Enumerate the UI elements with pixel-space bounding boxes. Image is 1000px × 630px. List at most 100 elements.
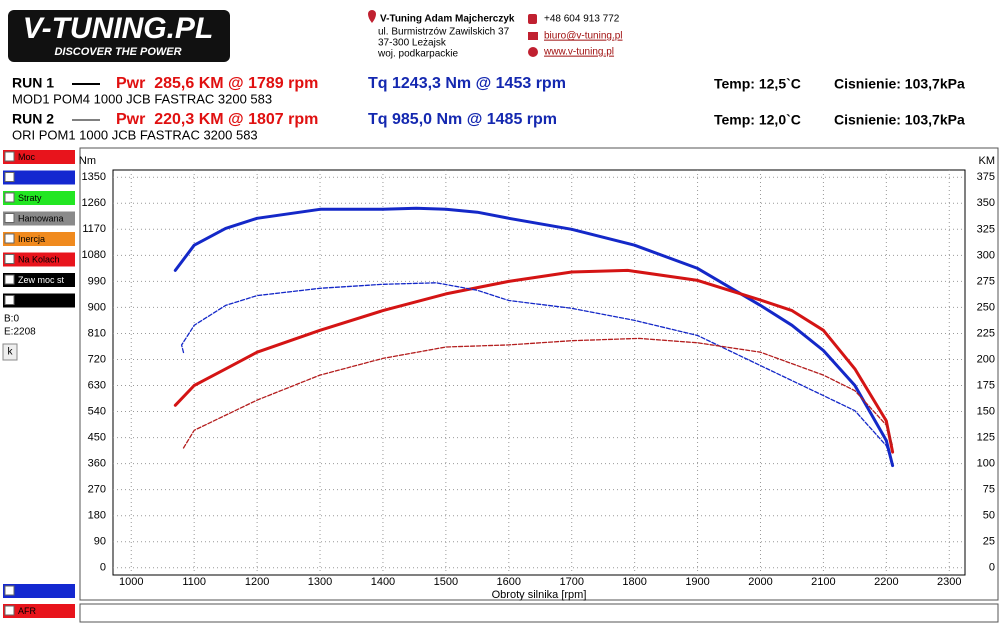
y2-tick-label: 150 — [977, 405, 995, 417]
address: 37-300 Leżajsk — [378, 38, 447, 49]
x-tick-label: 1300 — [308, 576, 332, 588]
x-tick-label: 2200 — [874, 576, 898, 588]
checkbox-label: Hamowana — [18, 213, 64, 223]
y2-tick-label: 300 — [977, 249, 995, 261]
checkbox-item[interactable] — [3, 232, 75, 246]
y-tick-label: 1170 — [82, 223, 106, 235]
plot: 1000 1100 1200 1300 1400 1500 1600 1700 1800 1900… — [79, 155, 995, 601]
x-tick-label: 2300 — [937, 576, 961, 588]
address: woj. podkarpackie — [377, 49, 458, 60]
x-tick-label: 1200 — [245, 576, 269, 588]
checkbox[interactable] — [4, 151, 15, 162]
x-tick-label: 1800 — [622, 576, 646, 588]
sidebar: Moc Straty Hamowana Inercja Na Kolach Zew moc… — [2, 150, 75, 618]
run-description: MOD1 POM4 1000 JCB FASTRAC 3200 583 — [12, 91, 272, 106]
y-tick-label: 450 — [88, 431, 106, 443]
y2-tick-label: 175 — [977, 379, 995, 391]
button[interactable] — [2, 343, 18, 361]
y-tick-label: 540 — [88, 405, 106, 417]
x-tick-label: 1700 — [559, 576, 583, 588]
chart-panel — [79, 147, 999, 601]
y2-tick-label: 250 — [977, 301, 995, 313]
checkbox-label: Straty — [18, 193, 42, 203]
y-tick-label: 720 — [88, 353, 106, 365]
run-name: RUN 2 — [12, 111, 54, 127]
run-torque: Tq 985,0 Nm @ 1485 rpm — [368, 111, 557, 128]
y2-tick-label: 125 — [977, 431, 995, 443]
x-tick-label: 1600 — [497, 576, 521, 588]
y-tick-label: 180 — [88, 510, 106, 522]
run-power: Pwr 220,3 KM @ 1807 rpm — [116, 111, 318, 128]
plot-area — [112, 169, 966, 576]
y-axis-label: Nm — [79, 155, 96, 167]
checkbox-item[interactable] — [3, 170, 75, 185]
checkbox[interactable] — [4, 213, 15, 223]
y2-tick-label: 75 — [983, 484, 995, 496]
run-power: Pwr 285,6 KM @ 1789 rpm — [116, 75, 318, 92]
x-tick-label: 1500 — [434, 576, 458, 588]
y2-tick-label: 100 — [977, 458, 995, 470]
checkbox-item[interactable] — [3, 584, 75, 598]
y-tick-label: 1350 — [82, 171, 106, 183]
checkbox[interactable] — [4, 172, 15, 182]
run-torque: Tq 1243,3 Nm @ 1453 rpm — [368, 75, 566, 92]
logo: V-TUNING.PL — [23, 12, 214, 45]
y2-tick-label: 375 — [977, 171, 995, 183]
checkbox[interactable] — [4, 585, 15, 596]
checkbox-item[interactable] — [3, 293, 75, 308]
y2-tick-label: 275 — [977, 275, 995, 287]
checkbox[interactable] — [4, 254, 15, 264]
x-tick-label: 1000 — [119, 576, 143, 588]
phone-icon — [528, 14, 537, 24]
y2-tick-label: 225 — [977, 327, 995, 339]
website[interactable]: www.v-tuning.pl — [543, 47, 614, 58]
checkbox-item[interactable] — [3, 150, 75, 164]
checkbox[interactable] — [4, 274, 15, 285]
web-icon — [528, 47, 538, 57]
data-line — [173, 268, 895, 454]
checkbox-label: Moc — [18, 152, 36, 162]
b-value: B:0 — [4, 314, 19, 325]
checkbox-label: Na Kolach — [18, 254, 60, 264]
checkbox[interactable] — [4, 192, 15, 203]
y-tick-label: 270 — [88, 484, 106, 496]
checkbox[interactable] — [4, 233, 15, 244]
email[interactable]: biuro@v-tuning.pl — [544, 31, 623, 42]
e-value: E:2208 — [4, 327, 36, 338]
checkbox-item[interactable] — [3, 211, 75, 226]
checkbox[interactable] — [4, 295, 15, 305]
y-tick-label: 810 — [88, 327, 106, 339]
checkbox-item[interactable] — [3, 604, 75, 618]
run-pressure: Cisnienie: 103,7kPa — [834, 76, 965, 92]
y2-tick-label: 0 — [989, 562, 995, 574]
x-axis-label: Obroty silnika [rpm] — [492, 589, 587, 601]
y2-tick-label: 50 — [983, 510, 995, 522]
x-tick-label: 1100 — [182, 576, 206, 588]
mail-icon — [528, 32, 538, 40]
company: V-Tuning Adam Majcherczyk — [380, 14, 515, 25]
data-line — [180, 282, 894, 467]
checkbox-item[interactable] — [3, 273, 75, 287]
checkbox-label: Inercja — [18, 234, 45, 244]
logo-box — [8, 10, 230, 62]
run-name: RUN 1 — [12, 75, 54, 91]
run-description: ORI POM1 1000 JCB FASTRAC 3200 583 — [12, 127, 258, 142]
y-tick-label: 1260 — [82, 197, 106, 209]
checkbox-item[interactable] — [3, 252, 75, 267]
x-tick-label: 2000 — [748, 576, 772, 588]
y2-tick-label: 325 — [977, 223, 995, 235]
y-tick-label: 900 — [88, 301, 106, 313]
button-label[interactable]: k — [8, 347, 14, 358]
checkbox[interactable] — [4, 605, 15, 616]
data-line — [182, 337, 894, 449]
y-tick-label: 90 — [94, 536, 106, 548]
checkbox-item[interactable] — [3, 191, 75, 205]
x-tick-label: 1900 — [685, 576, 709, 588]
y-tick-label: 990 — [88, 275, 106, 287]
address: ul. Burmistrzów Zawilskich 37 — [378, 27, 510, 38]
x-tick-label: 2100 — [811, 576, 835, 588]
run-pressure: Cisnienie: 103,7kPa — [834, 112, 965, 128]
y2-tick-label: 25 — [983, 536, 995, 548]
checkbox-label: Zew moc st — [18, 275, 65, 285]
